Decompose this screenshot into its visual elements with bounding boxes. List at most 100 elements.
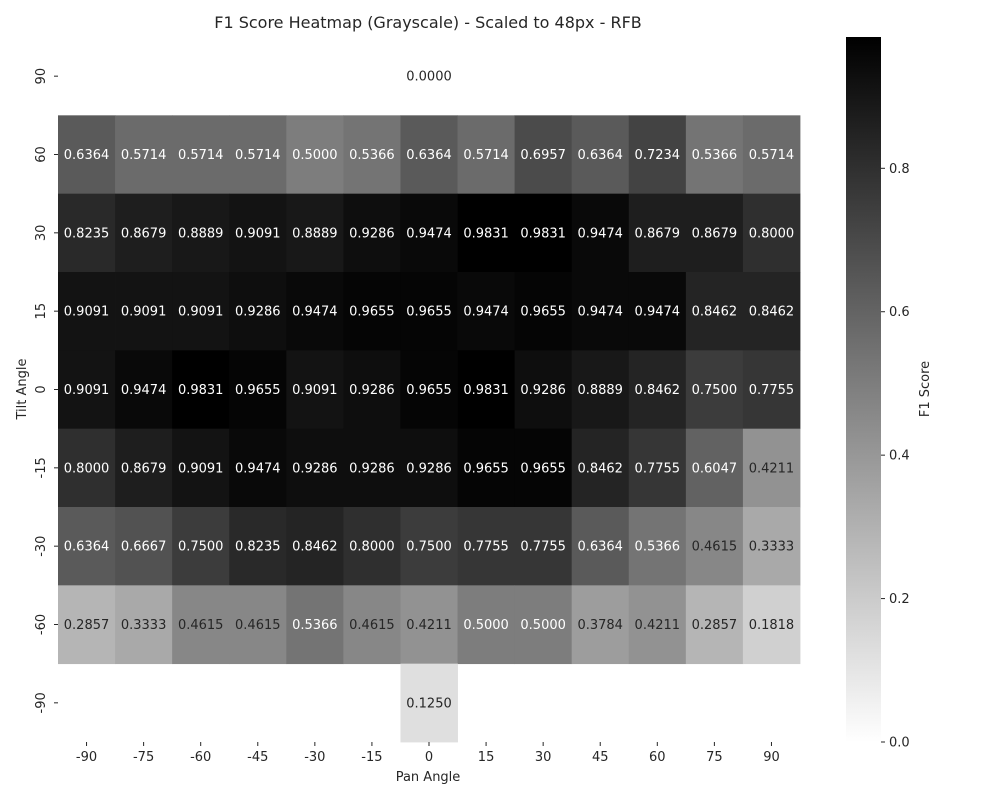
heatmap-cell — [343, 350, 401, 430]
cell-value-label: 0.5366 — [292, 618, 338, 633]
heatmap-cell — [685, 115, 744, 195]
cell-value-label: 0.9286 — [349, 383, 395, 398]
cell-value-label: 0.6047 — [692, 461, 738, 476]
cell-value-label: 0.5000 — [463, 618, 509, 633]
cell-value-label: 0.5714 — [749, 148, 795, 163]
heatmap-cell — [457, 585, 516, 665]
heatmap-cell — [172, 507, 230, 586]
heatmap-cell — [628, 585, 687, 665]
heatmap-cell — [742, 272, 801, 351]
heatmap-cell — [172, 115, 230, 195]
heatmap-cell — [685, 193, 744, 273]
cell-value-label: 0.9474 — [406, 226, 452, 241]
heatmap-cell — [172, 585, 230, 665]
cell-value-label: 0.9655 — [235, 383, 281, 398]
heatmap-cells: 0.0000 0.6364 0.5714 0.5714 0.5714 0.5000 0.53… — [58, 37, 801, 743]
cell-value-label: 0.9655 — [349, 305, 395, 320]
cell-value-label: 0.7755 — [520, 540, 566, 555]
cell-value-label: 0.8679 — [635, 226, 681, 241]
heatmap-cell — [343, 272, 401, 351]
cell-value-label: 0.9286 — [406, 461, 452, 476]
heatmap-cell — [343, 193, 401, 273]
x-tick-label: -30 — [304, 750, 325, 765]
cell-value-label: 0.9091 — [64, 383, 110, 398]
cell-value-label: 0.2857 — [64, 618, 110, 633]
heatmap-cell — [685, 272, 744, 351]
x-tick-label: 90 — [763, 750, 780, 765]
heatmap-cell — [400, 37, 458, 116]
cell-value-label: 0.9286 — [349, 226, 395, 241]
cell-value-label: 0.9655 — [406, 383, 452, 398]
cell-value-label: 0.9655 — [406, 305, 452, 320]
heatmap-cell — [628, 507, 687, 586]
y-tick-label: -30 — [34, 536, 49, 557]
cell-value-label: 0.7755 — [463, 540, 509, 555]
cell-value-label: 0.9474 — [292, 305, 338, 320]
cell-value-label: 0.8235 — [235, 540, 281, 555]
y-tick-label: 30 — [34, 225, 49, 242]
heatmap-cell — [343, 428, 401, 508]
heatmap-cell — [742, 507, 801, 586]
x-tick-label: 15 — [478, 750, 495, 765]
heatmap-cell — [115, 193, 173, 273]
heatmap-cell — [115, 507, 173, 586]
colorbar-tick-label: 0.6 — [889, 305, 910, 320]
heatmap-cell — [742, 428, 801, 508]
cell-value-label: 0.5366 — [692, 148, 738, 163]
cell-value-label: 0.8462 — [692, 305, 738, 320]
heatmap-cell — [514, 428, 573, 508]
heatmap-cell — [685, 585, 744, 665]
heatmap-cell — [514, 350, 573, 430]
heatmap-cell — [286, 507, 344, 586]
heatmap-cell — [457, 115, 516, 195]
heatmap-cell — [115, 428, 173, 508]
heatmap-cell — [286, 193, 344, 273]
cell-value-label: 0.8679 — [121, 226, 167, 241]
cell-value-label: 0.1250 — [406, 696, 452, 711]
heatmap-cell — [742, 350, 801, 430]
cell-value-label: 0.9091 — [292, 383, 338, 398]
heatmap-cell — [400, 507, 458, 586]
heatmap-cell — [742, 115, 801, 195]
cell-value-label: 0.9474 — [577, 305, 623, 320]
colorbar-tick-label: 0.4 — [889, 449, 910, 464]
heatmap-cell — [229, 272, 287, 351]
cell-value-label: 0.8462 — [749, 305, 795, 320]
heatmap-cell — [115, 272, 173, 351]
cell-value-label: 0.8235 — [64, 226, 110, 241]
cell-value-label: 0.9286 — [235, 305, 281, 320]
cell-value-label: 0.9091 — [121, 305, 167, 320]
cell-value-label: 0.8889 — [577, 383, 623, 398]
heatmap-cell — [514, 507, 573, 586]
y-tick-label: -60 — [34, 614, 49, 635]
colorbar — [846, 37, 881, 742]
cell-value-label: 0.9474 — [235, 461, 281, 476]
heatmap-cell — [172, 428, 230, 508]
cell-value-label: 0.8000 — [349, 540, 395, 555]
heatmap-cell — [571, 193, 630, 273]
cell-value-label: 0.8462 — [577, 461, 623, 476]
heatmap-cell — [571, 428, 630, 508]
heatmap-cell — [229, 115, 287, 195]
heatmap-cell — [229, 585, 287, 665]
x-tick-label: -75 — [133, 750, 154, 765]
cell-value-label: 0.7234 — [635, 148, 681, 163]
x-tick-label: 60 — [649, 750, 666, 765]
heatmap-cell — [58, 115, 116, 195]
colorbar-tick-label: 0.2 — [889, 592, 910, 607]
heatmap-cell — [571, 350, 630, 430]
heatmap-cell — [58, 272, 116, 351]
heatmap-cell — [58, 428, 116, 508]
cell-value-label: 0.9474 — [121, 383, 167, 398]
heatmap-cell — [400, 350, 458, 430]
cell-value-label: 0.5714 — [235, 148, 281, 163]
cell-value-label: 0.7500 — [406, 540, 452, 555]
cell-value-label: 0.6364 — [64, 148, 110, 163]
heatmap-cell — [628, 193, 687, 273]
heatmap-cell — [58, 350, 116, 430]
colorbar-label: F1 Score — [918, 361, 933, 417]
cell-value-label: 0.8462 — [292, 540, 338, 555]
heatmap-cell — [457, 272, 516, 351]
heatmap-cell — [457, 193, 516, 273]
cell-value-label: 0.5366 — [349, 148, 395, 163]
